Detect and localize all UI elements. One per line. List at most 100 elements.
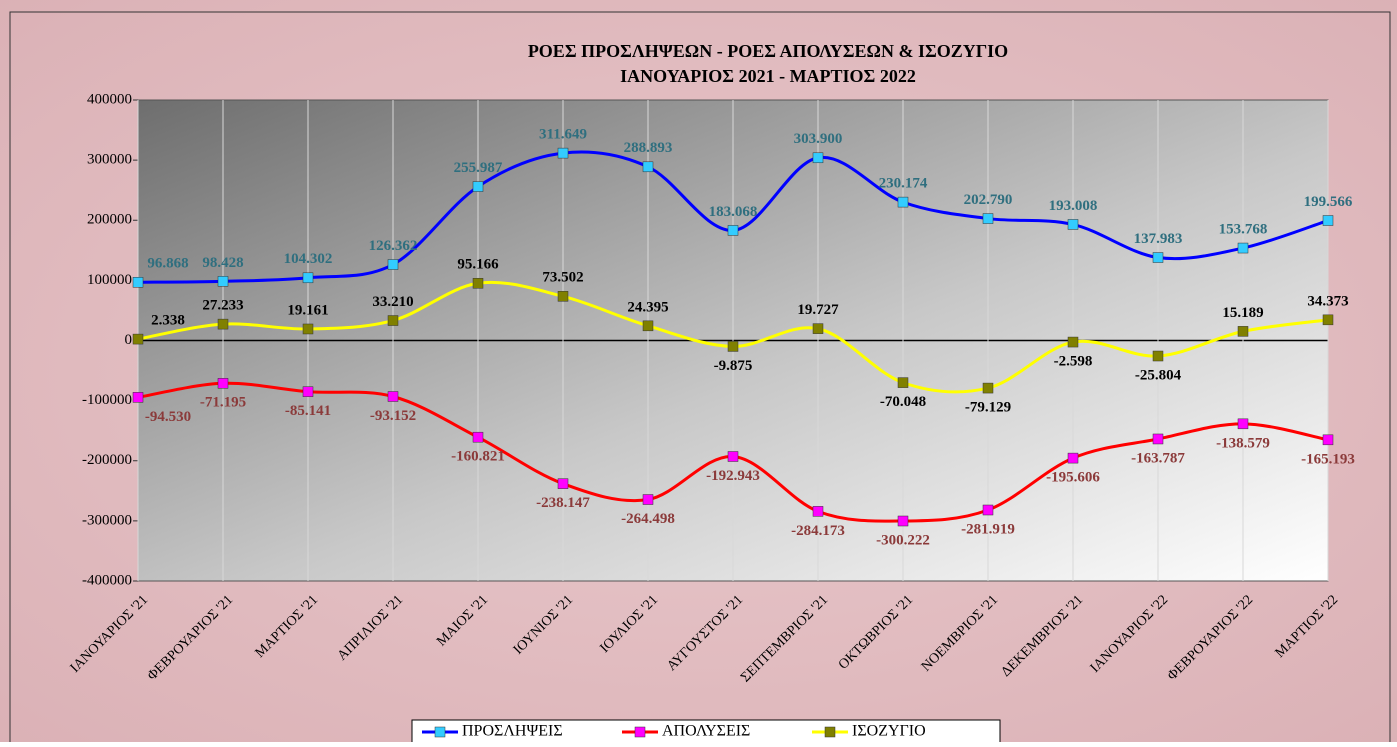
data-point: [217, 378, 229, 389]
data-label: -192.943: [706, 468, 760, 484]
data-point: [132, 277, 144, 288]
data-point: [387, 391, 399, 402]
data-point: [387, 315, 399, 326]
chart-subtitle: ΙΑΝΟΥΑΡΙΟΣ 2021 - ΜΑΡΤΙΟΣ 2022: [620, 66, 916, 86]
data-point: [472, 181, 484, 192]
data-point: [557, 147, 569, 159]
data-label: 183.068: [709, 204, 758, 220]
data-label: -163.787: [1131, 450, 1185, 466]
data-label: 96.868: [147, 256, 188, 272]
data-label: -9.875: [714, 358, 753, 374]
y-tick-label: -200000: [82, 452, 132, 468]
data-point: [472, 278, 484, 289]
data-point: [812, 152, 824, 164]
data-label: -93.152: [370, 408, 416, 424]
data-point: [1237, 418, 1249, 430]
y-tick-label: -100000: [82, 392, 132, 408]
data-label: -238.147: [536, 495, 590, 511]
data-point: [132, 333, 144, 345]
data-label: -281.919: [961, 521, 1015, 537]
data-label: 34.373: [1307, 293, 1348, 309]
data-label: 98.428: [202, 255, 243, 271]
data-point: [727, 225, 739, 236]
data-point: [132, 392, 144, 403]
data-label: 288.893: [624, 140, 673, 156]
data-label: -71.195: [200, 395, 246, 411]
data-point: [642, 494, 654, 505]
data-point: [982, 382, 994, 394]
data-label: 193.008: [1049, 198, 1098, 214]
legend-label: ΙΣΟΖΥΓΙΟ: [852, 723, 926, 740]
data-label: 27.233: [202, 298, 243, 314]
data-point: [217, 318, 229, 330]
data-label: -2.598: [1054, 353, 1093, 369]
data-point: [1322, 434, 1334, 446]
data-point: [387, 259, 399, 270]
data-point: [727, 451, 739, 462]
data-point: [897, 377, 909, 388]
legend-label: ΑΠΟΛΥΣΕΙΣ: [662, 723, 750, 740]
data-label: -165.193: [1301, 451, 1355, 467]
data-point: [472, 431, 484, 443]
data-label: 2.338: [151, 313, 185, 329]
data-point: [982, 213, 994, 224]
data-label: 104.302: [284, 251, 333, 267]
data-label: -25.804: [1135, 367, 1182, 383]
data-point: [1322, 215, 1334, 226]
data-point: [302, 386, 314, 397]
data-label: 95.166: [457, 257, 499, 273]
chart-title: ΡΟΕΣ ΠΡΟΣΛΗΨΕΩΝ - ΡΟΕΣ ΑΠΟΛΥΣΕΩΝ & ΙΣΟΖΥ…: [528, 41, 1008, 61]
data-point: [897, 196, 909, 208]
data-point: [1067, 219, 1079, 230]
data-point: [1067, 452, 1079, 464]
y-tick-label: -300000: [82, 512, 132, 528]
y-tick-label: 100000: [87, 272, 132, 288]
data-point: [1322, 314, 1334, 326]
data-point: [1152, 433, 1164, 445]
y-tick-label: 400000: [87, 91, 132, 107]
data-point: [897, 515, 909, 527]
data-point: [1237, 242, 1249, 254]
data-label: 311.649: [539, 127, 587, 143]
legend-label: ΠΡΟΣΛΗΨΕΙΣ: [462, 723, 563, 740]
data-label: -70.048: [880, 394, 926, 410]
data-label: 19.727: [797, 302, 839, 318]
y-tick-label: 0: [125, 332, 133, 348]
y-tick-label: 300000: [87, 152, 132, 168]
data-point: [727, 341, 739, 352]
data-label: -79.129: [965, 400, 1011, 416]
data-label: 153.768: [1219, 221, 1268, 237]
data-label: -94.530: [145, 409, 191, 425]
data-label: -138.579: [1216, 435, 1270, 451]
data-label: -195.606: [1046, 470, 1100, 486]
data-label: 255.987: [454, 160, 503, 176]
data-point: [557, 478, 569, 489]
data-label: 24.395: [627, 299, 668, 315]
data-point: [1152, 350, 1164, 362]
y-tick-label: 200000: [87, 212, 132, 228]
data-point: [642, 320, 654, 332]
data-point: [812, 323, 824, 334]
data-label: 137.983: [1134, 231, 1183, 247]
data-point: [302, 323, 314, 335]
data-point: [812, 506, 824, 517]
legend-marker: [634, 726, 646, 738]
data-label: -85.141: [285, 403, 331, 419]
data-label: -160.821: [451, 449, 505, 465]
data-label: -300.222: [876, 532, 930, 548]
data-label: 199.566: [1304, 194, 1353, 210]
data-point: [982, 504, 994, 516]
data-point: [1067, 336, 1079, 348]
y-tick-label: -400000: [82, 572, 132, 588]
data-label: 15.189: [1222, 305, 1263, 321]
data-point: [557, 291, 569, 302]
legend-marker: [434, 726, 446, 738]
data-label: 303.900: [794, 131, 843, 147]
data-label: 33.210: [372, 294, 413, 310]
frame: [9, 11, 1391, 747]
data-point: [642, 161, 654, 173]
data-point: [302, 272, 314, 284]
data-label: 19.161: [287, 302, 328, 318]
